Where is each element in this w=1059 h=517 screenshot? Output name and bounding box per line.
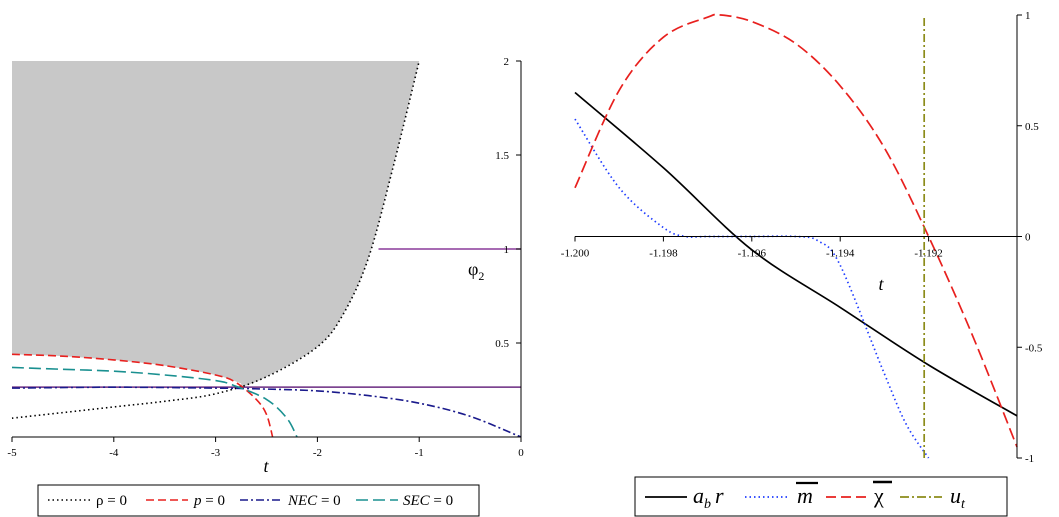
left-legend-box <box>37 484 480 517</box>
left-y-tick-label: 0.5 <box>495 338 509 350</box>
left-x-tick-label: -5 <box>7 447 17 459</box>
legend-label-rho: ρ = 0 <box>96 493 127 509</box>
left-series-group <box>11 60 522 438</box>
right-x-tick-label: -1.200 <box>561 248 590 260</box>
legend-label-m: m <box>797 483 813 508</box>
left-y-axis-label: φ2 <box>468 259 484 283</box>
left-x-tick-label: -1 <box>415 447 424 459</box>
left-chart: -5 -4 -3 -2 -1 0 0.5 1 1.5 2 t φ2 <box>7 56 524 476</box>
left-legend: ρ = 0 p = 0 NEC = 0 SEC = 0 <box>37 484 480 517</box>
right-x-tick-label: -1.194 <box>826 248 855 260</box>
series-line-p <box>11 353 274 438</box>
left-x-tick-label: -4 <box>109 447 119 459</box>
legend-label-u: ut <box>950 483 966 512</box>
left-x-tick-label: -3 <box>211 447 221 459</box>
right-y-tick-label: 0 <box>1025 232 1031 244</box>
legend-label-sec: SEC = 0 <box>403 493 453 509</box>
left-y-tick-label: 1.5 <box>495 150 509 162</box>
right-x-tick-label: -1.192 <box>914 248 942 260</box>
right-legend: ab r m χ ut <box>634 476 1008 517</box>
left-x-tick-label: -2 <box>313 447 322 459</box>
right-legend-box <box>634 476 1008 517</box>
legend-label-abr: ab r <box>693 483 724 512</box>
left-y-tick-label: 2 <box>504 56 510 68</box>
right-x-tick-label: -1.196 <box>738 248 767 260</box>
series-line-nec <box>11 386 522 438</box>
shaded-region <box>12 61 420 388</box>
right-x-tick-label: -1.198 <box>649 248 678 260</box>
right-y-tick-label: 1 <box>1025 10 1031 22</box>
right-chart: -1.200 -1.198 -1.196 -1.194 -1.192 1 0.5 0 -0.5 -… <box>561 10 1043 465</box>
legend-label-nec: NEC = 0 <box>287 493 341 509</box>
series-line-abr <box>574 91 1018 417</box>
left-x-tick-label: 0 <box>518 447 524 459</box>
series-line-sec <box>11 366 298 438</box>
right-y-tick-label: -0.5 <box>1025 342 1043 354</box>
series-line-rho <box>11 60 420 419</box>
legend-label-p: p = 0 <box>193 493 225 509</box>
series-line-m <box>574 118 930 459</box>
legend-label-chi: χ <box>873 483 884 508</box>
left-y-tick-label: 1 <box>504 244 510 256</box>
right-y-tick-label: 0.5 <box>1025 121 1039 133</box>
left-axes: -5 -4 -3 -2 -1 0 0.5 1 1.5 2 <box>7 56 524 459</box>
series-line-chi <box>574 13 1018 448</box>
right-x-axis-label: t <box>878 274 884 294</box>
right-series-group <box>574 13 1018 459</box>
right-axes: -1.200 -1.198 -1.196 -1.194 -1.192 1 0.5 0 -0.5 -… <box>561 10 1043 465</box>
left-x-axis-label: t <box>263 456 269 476</box>
right-y-tick-label: -1 <box>1025 453 1034 465</box>
